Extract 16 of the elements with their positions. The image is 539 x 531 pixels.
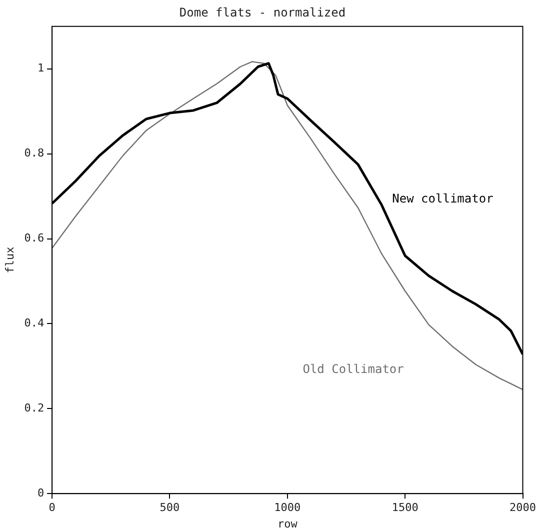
series-label: New collimator	[392, 191, 494, 206]
x-tick-label: 0	[48, 501, 56, 514]
y-tick-label: 1	[37, 62, 44, 75]
x-axis-title: row	[277, 517, 298, 530]
y-tick-label: 0.8	[24, 146, 44, 160]
y-tick-label: 0	[37, 486, 44, 500]
x-tick-label: 1500	[392, 501, 418, 514]
text: Old Collimator	[302, 362, 404, 376]
x-tick-label: 2000	[510, 501, 536, 514]
x-tick-label: 500	[160, 501, 180, 514]
y-tick-label: 0.6	[24, 232, 44, 245]
y-tick-label: 0.2	[24, 402, 44, 415]
y-tick-label: 0.4	[24, 316, 44, 330]
y-axis-title: flux	[3, 246, 16, 274]
x-tick-label: 1000	[274, 501, 301, 514]
chart-title: Dome flats - normalized	[179, 5, 346, 20]
